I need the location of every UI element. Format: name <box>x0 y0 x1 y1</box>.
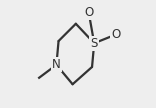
Text: S: S <box>90 37 98 50</box>
Text: O: O <box>84 6 93 19</box>
Text: N: N <box>52 58 61 71</box>
Text: O: O <box>111 28 120 41</box>
